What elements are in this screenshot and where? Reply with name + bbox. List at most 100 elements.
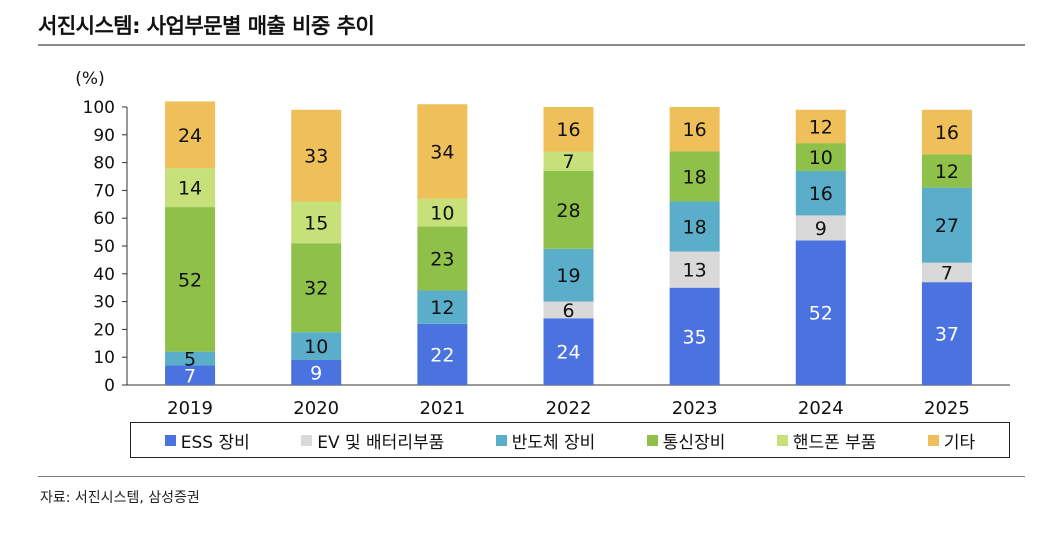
bar-segment	[795, 215, 846, 241]
bar-segment	[417, 104, 468, 199]
bar-segment	[669, 151, 720, 202]
data-label: 52	[809, 303, 833, 325]
x-tick-label: 2019	[167, 398, 213, 419]
bar-segment	[921, 154, 972, 188]
data-label: 7	[184, 365, 196, 387]
stacked-bar-chart: (%)0102030405060708090100755214242019910…	[75, 69, 1010, 419]
data-label: 28	[556, 200, 580, 222]
y-tick-label: 0	[104, 376, 115, 396]
legend-item: 통신장비	[646, 428, 726, 453]
data-label: 10	[304, 336, 328, 358]
legend-label: 핸드폰 부품	[792, 432, 877, 453]
y-tick-label: 70	[93, 181, 115, 201]
data-label: 7	[562, 151, 574, 173]
data-label: 13	[683, 260, 707, 282]
data-label: 23	[430, 249, 454, 271]
y-tick-label: 90	[93, 126, 115, 146]
x-tick-label: 2021	[419, 398, 465, 419]
bar-segment	[795, 170, 846, 216]
bar-segment	[795, 109, 846, 144]
bar-segment	[669, 287, 720, 385]
bar-segment	[291, 359, 342, 385]
legend-item: 반도체 장비	[495, 428, 596, 453]
bar-segment	[291, 332, 342, 360]
data-label: 9	[815, 218, 827, 240]
bar-segment	[669, 201, 720, 252]
footer-divider	[38, 476, 1025, 477]
data-label: 18	[683, 167, 707, 189]
x-tick-label: 2023	[672, 398, 718, 419]
bar-segment	[921, 109, 972, 155]
bar-segment	[291, 243, 342, 333]
data-label: 10	[809, 147, 833, 169]
bar-segment	[165, 101, 216, 169]
title-divider	[38, 44, 1025, 46]
data-label: 35	[683, 326, 707, 348]
data-label: 27	[935, 215, 959, 237]
data-label: 16	[683, 119, 707, 141]
data-label: 5	[184, 349, 196, 371]
source-note: 자료: 서진시스템, 삼성증권	[40, 490, 200, 506]
x-tick-label: 2025	[924, 398, 970, 419]
y-tick-label: 30	[93, 293, 115, 313]
data-label: 6	[562, 300, 574, 322]
data-label: 32	[304, 278, 328, 300]
data-label: 24	[178, 125, 202, 147]
y-tick-label: 60	[93, 209, 115, 229]
bar-segment	[795, 240, 846, 385]
x-tick-label: 2024	[798, 398, 844, 419]
bar-segment	[921, 262, 972, 283]
data-label: 12	[935, 161, 959, 183]
legend-item: 핸드폰 부품	[776, 428, 877, 453]
y-tick-label: 80	[93, 154, 115, 174]
bar-segment	[417, 323, 468, 385]
data-label: 15	[304, 212, 328, 234]
bar-segment	[669, 251, 720, 288]
legend-swatch	[495, 434, 507, 446]
bar-segment	[165, 365, 216, 385]
bar-segment	[165, 168, 216, 208]
bar-segment	[291, 109, 342, 202]
legend-swatch	[301, 434, 313, 446]
legend-swatch	[776, 434, 788, 446]
legend-item: ESS 장비	[164, 428, 250, 453]
legend-label: 반도체 장비	[511, 432, 596, 453]
y-unit-label: (%)	[75, 69, 104, 89]
bar-segment	[543, 318, 594, 385]
data-label: 52	[178, 269, 202, 291]
data-label: 16	[556, 119, 580, 141]
data-label: 12	[809, 116, 833, 138]
data-label: 33	[304, 146, 328, 168]
data-label: 7	[941, 262, 953, 284]
y-tick-label: 50	[93, 237, 115, 257]
y-tick-label: 10	[93, 348, 115, 368]
data-label: 24	[556, 342, 580, 364]
chart-legend: ESS 장비 EV 및 배터리부품 반도체 장비 통신장비 핸드폰 부품 기타	[130, 422, 1010, 458]
chart-title: 서진시스템: 사업부문별 매출 비중 추이	[38, 14, 375, 38]
bar-segment	[921, 187, 972, 263]
legend-item: EV 및 배터리부품	[301, 428, 444, 453]
x-tick-label: 2022	[546, 398, 592, 419]
bar-segment	[291, 201, 342, 244]
legend-swatch	[927, 434, 939, 446]
legend-label: 통신장비	[662, 432, 726, 453]
data-label: 9	[310, 362, 322, 384]
data-label: 22	[430, 344, 454, 366]
legend-swatch	[646, 434, 658, 446]
data-label: 18	[683, 217, 707, 239]
data-label: 34	[430, 141, 454, 163]
y-tick-label: 20	[93, 320, 115, 340]
legend-label: 기타	[943, 432, 976, 453]
bar-segment	[543, 107, 594, 152]
bar-segment	[543, 301, 594, 319]
bar-segment	[543, 170, 594, 249]
bar-segment	[165, 207, 216, 352]
legend-item: 기타	[927, 428, 976, 453]
data-label: 16	[935, 122, 959, 144]
x-tick-label: 2020	[293, 398, 339, 419]
legend-label: ESS 장비	[180, 432, 250, 453]
data-label: 16	[809, 183, 833, 205]
data-label: 37	[935, 324, 959, 346]
y-tick-label: 100	[83, 98, 115, 118]
bar-segment	[417, 226, 468, 291]
